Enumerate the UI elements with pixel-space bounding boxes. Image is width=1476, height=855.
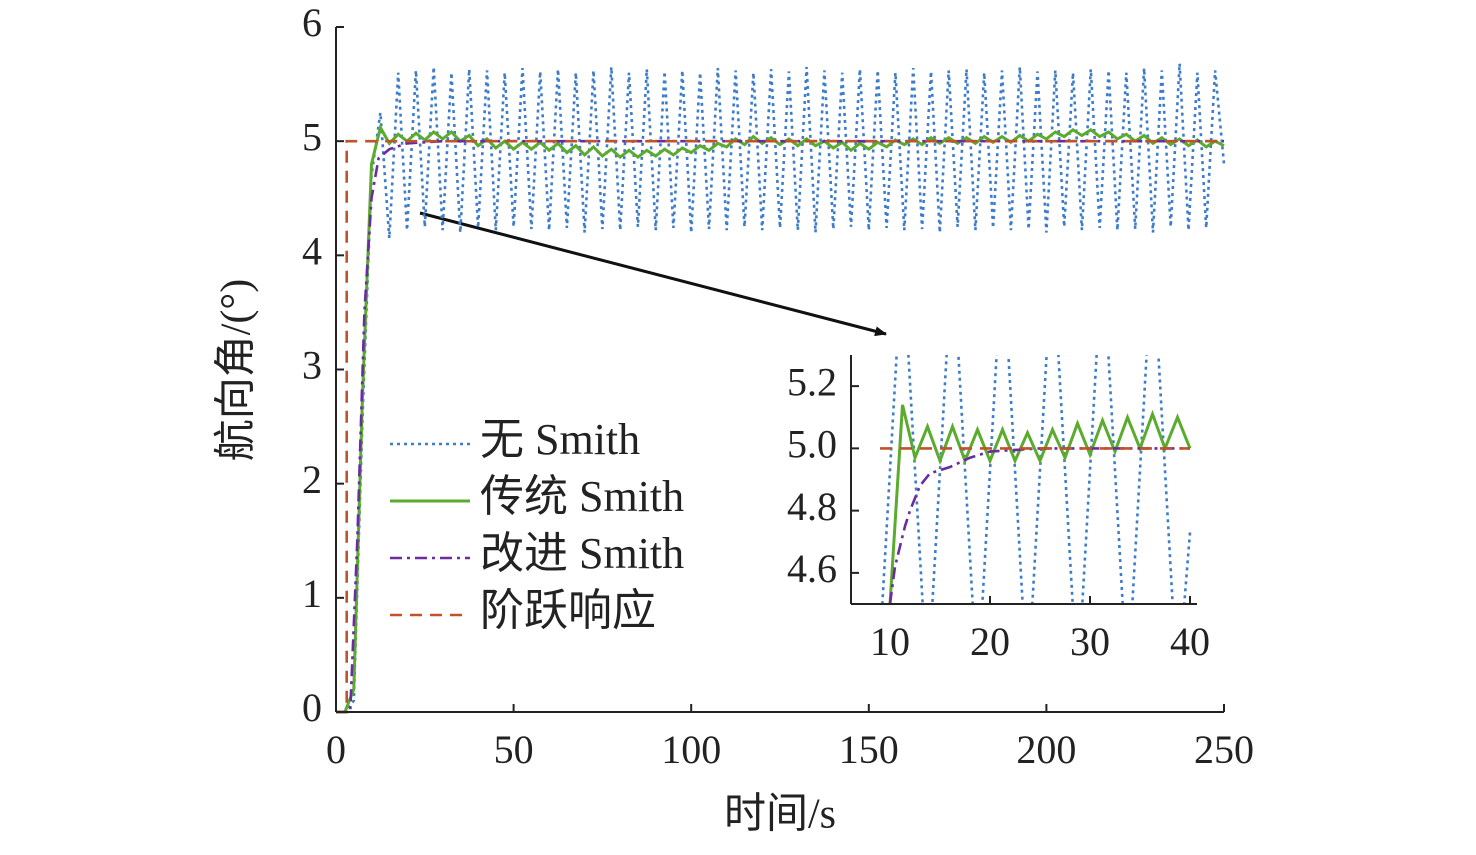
y-tick-label: 4 xyxy=(302,229,322,274)
y-tick-label: 5.0 xyxy=(787,422,837,467)
x-axis-title: 时间/s xyxy=(724,792,836,838)
y-tick-label: 3 xyxy=(302,343,322,388)
x-tick-label: 250 xyxy=(1194,727,1254,772)
x-tick-label: 150 xyxy=(839,727,899,772)
x-tick-label: 40 xyxy=(1170,619,1210,664)
series-line xyxy=(336,63,1226,714)
x-tick-label: 0 xyxy=(326,727,346,772)
y-tick-label: 4.6 xyxy=(787,546,837,591)
y-axis-title: 航向角/(°) xyxy=(213,279,260,461)
y-tick-label: 1 xyxy=(302,571,322,616)
plot-area xyxy=(880,355,1192,604)
series-line xyxy=(336,139,1224,714)
legend-label: 无 Smith xyxy=(480,415,640,464)
plot-area xyxy=(336,63,1226,714)
series-line xyxy=(888,447,1190,604)
y-tick-label: 6 xyxy=(302,0,322,45)
annotation-arrow xyxy=(419,211,887,337)
y-tick-label: 2 xyxy=(302,457,322,502)
series-line xyxy=(888,404,1192,604)
legend-label: 传统 Smith xyxy=(480,472,684,521)
x-tick-label: 50 xyxy=(494,727,534,772)
y-tick-label: 4.8 xyxy=(787,484,837,529)
x-tick-label: 30 xyxy=(1070,619,1110,664)
series-line xyxy=(881,355,1192,604)
y-tick-label: 5 xyxy=(302,114,322,159)
x-tick-label: 200 xyxy=(1016,727,1076,772)
x-tick-label: 20 xyxy=(970,619,1010,664)
x-tick-label: 10 xyxy=(870,619,910,664)
y-tick-label: 5.2 xyxy=(787,359,837,404)
legend-label: 阶跃响应 xyxy=(480,586,656,635)
y-tick-label: 0 xyxy=(302,685,322,730)
legend-label: 改进 Smith xyxy=(480,529,684,578)
x-tick-label: 100 xyxy=(661,727,721,772)
